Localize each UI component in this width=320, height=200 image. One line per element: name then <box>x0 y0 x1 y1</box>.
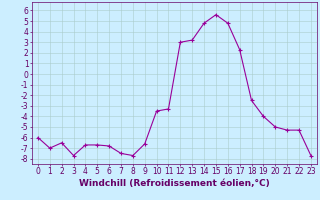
X-axis label: Windchill (Refroidissement éolien,°C): Windchill (Refroidissement éolien,°C) <box>79 179 270 188</box>
